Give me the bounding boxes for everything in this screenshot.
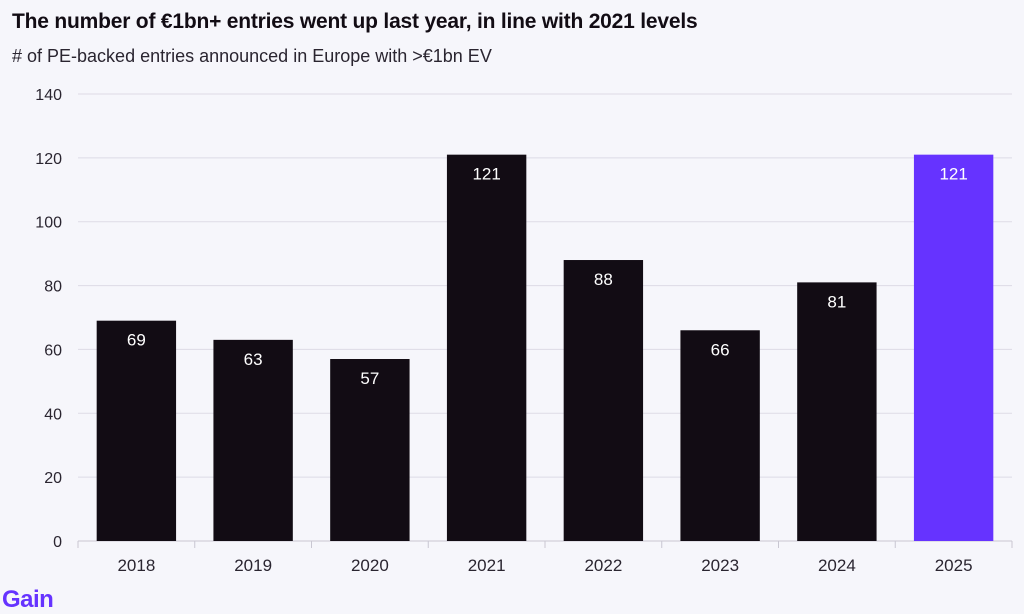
bar bbox=[797, 282, 877, 541]
x-tick-label: 2025 bbox=[935, 556, 973, 575]
bar bbox=[446, 154, 527, 541]
y-tick-label: 140 bbox=[35, 87, 62, 104]
y-tick-label: 60 bbox=[44, 342, 62, 359]
bar bbox=[680, 330, 760, 541]
y-tick-label: 80 bbox=[44, 279, 62, 296]
chart-subtitle: # of PE-backed entries announced in Euro… bbox=[12, 46, 492, 66]
chart-title: The number of €1bn+ entries went up last… bbox=[12, 10, 698, 33]
bar bbox=[96, 320, 177, 541]
x-tick-label: 2018 bbox=[117, 556, 155, 575]
x-tick-label: 2024 bbox=[818, 556, 856, 575]
data-label: 66 bbox=[711, 340, 730, 359]
x-tick-label: 2022 bbox=[584, 556, 622, 575]
x-tick-label: 2020 bbox=[351, 556, 389, 575]
x-tick-label: 2023 bbox=[701, 556, 739, 575]
bar bbox=[213, 339, 293, 541]
y-tick-label: 20 bbox=[44, 470, 62, 487]
y-tick-label: 0 bbox=[53, 534, 62, 551]
data-label: 57 bbox=[360, 369, 379, 388]
y-tick-label: 40 bbox=[44, 406, 62, 423]
data-label: 63 bbox=[244, 350, 263, 369]
bar bbox=[330, 359, 410, 541]
x-tick-label: 2021 bbox=[468, 556, 506, 575]
bar bbox=[563, 260, 644, 541]
gain-logo: Gain bbox=[2, 586, 54, 613]
y-tick-label: 100 bbox=[35, 215, 62, 232]
y-tick-label: 120 bbox=[35, 151, 62, 168]
bar bbox=[913, 154, 994, 541]
x-tick-label: 2019 bbox=[234, 556, 272, 575]
data-label: 121 bbox=[472, 165, 500, 184]
data-label: 69 bbox=[127, 331, 146, 350]
data-label: 88 bbox=[594, 270, 613, 289]
data-label: 81 bbox=[827, 292, 846, 311]
data-label: 121 bbox=[939, 165, 967, 184]
